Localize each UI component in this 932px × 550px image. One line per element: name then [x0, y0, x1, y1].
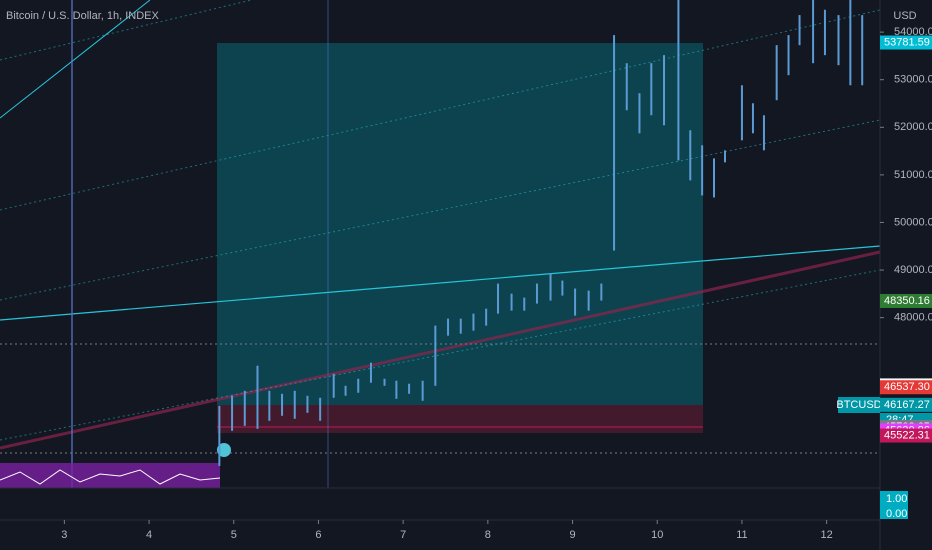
indicator-tag-bg — [880, 491, 908, 519]
price-tag: 48350.16 — [884, 295, 930, 307]
symbol-tag: BTCUSD — [836, 399, 881, 411]
symbol-tag-bg — [838, 397, 880, 413]
currency: USD — [893, 10, 916, 22]
channel-line — [0, 269, 881, 441]
indicator-line — [0, 469, 221, 485]
price-tag: 45522.31 — [884, 429, 930, 441]
price-tag-bg — [880, 428, 932, 443]
y-tick-label: 53000.00 — [894, 74, 932, 86]
x-tick-label: 11 — [736, 529, 747, 541]
y-tick-label: 51000.00 — [894, 169, 932, 181]
price-tag: 46537.30 — [884, 381, 930, 393]
x-tick-label: 3 — [61, 529, 67, 541]
x-tick-label: 9 — [569, 529, 575, 541]
profit-zone — [217, 43, 703, 405]
marker — [217, 443, 231, 457]
indicator-tick: 1.00 — [886, 493, 907, 505]
y-tick-label: 52000.00 — [894, 121, 932, 133]
x-tick-label: 12 — [821, 529, 833, 541]
loss-zone — [217, 405, 703, 433]
price-tag-bg — [880, 293, 932, 308]
y-tick-label: 54000.00 — [894, 26, 932, 38]
indicator-tick: 0.00 — [886, 508, 907, 520]
price-tag-bg — [880, 380, 932, 395]
chart-title: Bitcoin / U.S. Dollar, 1h, INDEX — [6, 10, 159, 22]
price-tag-bg — [880, 35, 932, 50]
price-tag-bg — [880, 397, 932, 412]
y-tick-label: 48000.00 — [894, 312, 932, 324]
y-tick-label: 50000.00 — [894, 216, 932, 228]
channel-line — [0, 0, 254, 61]
x-tick-label: 10 — [651, 529, 663, 541]
x-tick-label: 5 — [231, 529, 237, 541]
channel-line — [0, 9, 881, 211]
x-tick-label: 4 — [146, 529, 152, 541]
y-tick-label: 49000.00 — [894, 264, 932, 276]
trendline — [0, 245, 881, 321]
x-tick-label: 8 — [485, 529, 491, 541]
price-tag: 46167.27 — [884, 399, 930, 411]
trendline — [0, 0, 151, 119]
x-tick-label: 7 — [400, 529, 406, 541]
x-tick-label: 6 — [315, 529, 321, 541]
price-tag: 53781.59 — [884, 36, 930, 48]
trendline — [0, 250, 881, 450]
